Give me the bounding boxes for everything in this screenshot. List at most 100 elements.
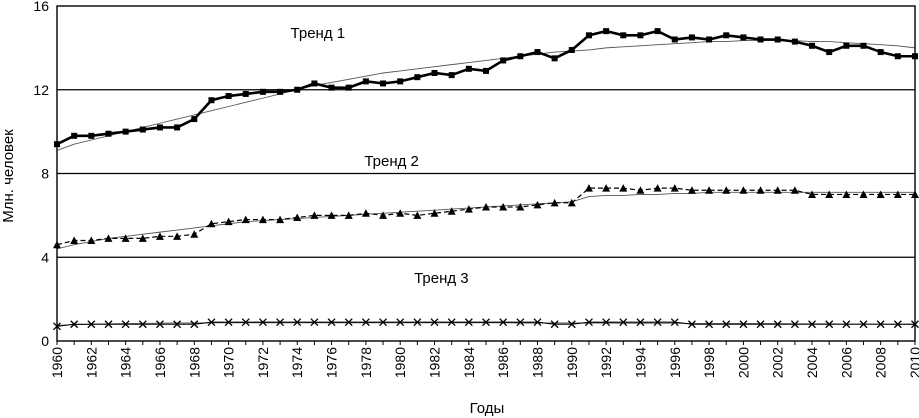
x-marker	[773, 320, 782, 329]
square-marker	[500, 57, 507, 64]
square-marker	[654, 28, 661, 35]
trend-annotation-3: Тренд 3	[414, 270, 469, 287]
x-marker-stroke	[293, 318, 302, 327]
x-marker	[430, 318, 439, 327]
x-marker-stroke	[687, 320, 696, 329]
triangle-marker	[516, 203, 525, 211]
square-marker	[860, 42, 867, 49]
x-marker	[499, 318, 508, 327]
x-tick-label: 1978	[358, 347, 374, 378]
gridlines	[57, 89, 915, 258]
triangle-marker	[447, 207, 456, 215]
triangle-marker	[138, 234, 147, 242]
triangle-marker	[790, 186, 799, 194]
triangle-marker	[327, 211, 336, 219]
x-marker	[241, 318, 250, 327]
square-marker	[259, 88, 266, 95]
square-marker	[122, 128, 129, 135]
triangle-marker	[121, 234, 130, 242]
x-marker-stroke	[808, 320, 816, 329]
triangle-marker	[705, 186, 714, 194]
x-marker-stroke	[276, 318, 285, 327]
x-tick-label: 1974	[289, 347, 305, 378]
x-marker-stroke	[396, 318, 405, 327]
x-marker	[516, 318, 525, 327]
triangle-marker	[344, 211, 353, 219]
x-marker-stroke	[739, 320, 748, 329]
triangle-marker	[430, 209, 439, 217]
square-marker	[877, 49, 884, 56]
x-marker-stroke	[722, 320, 731, 329]
x-marker	[464, 318, 473, 327]
triangle-marker	[379, 211, 388, 219]
x-tick-label: 2010	[907, 347, 919, 378]
square-marker	[774, 36, 781, 43]
x-marker-stroke	[619, 318, 628, 327]
square-marker	[362, 78, 369, 85]
x-tick-label: 2000	[735, 347, 751, 378]
x-marker	[533, 318, 542, 327]
x-marker	[361, 318, 370, 327]
x-marker	[344, 318, 353, 327]
triangle-marker	[533, 200, 542, 209]
square-marker	[620, 32, 627, 39]
square-marker	[294, 86, 301, 93]
triangle-marker	[773, 186, 782, 194]
x-tick-label: 1992	[598, 347, 614, 378]
x-marker-stroke	[653, 318, 662, 327]
x-marker-stroke	[670, 318, 679, 327]
triangle-marker	[687, 186, 696, 194]
x-marker	[876, 320, 885, 329]
x-tick-label: 1972	[255, 347, 271, 378]
square-marker	[483, 67, 489, 74]
square-marker	[156, 124, 163, 131]
square-marker	[671, 36, 678, 43]
square-marker	[380, 80, 387, 87]
square-marker	[311, 80, 318, 87]
square-marker	[88, 132, 95, 139]
x-marker-stroke	[499, 318, 508, 327]
x-tick-label: 1980	[392, 347, 408, 378]
square-marker	[740, 34, 747, 41]
x-marker-stroke	[241, 318, 250, 327]
x-marker-stroke	[516, 318, 525, 327]
x-marker-stroke	[825, 320, 834, 329]
x-tick-label: 1986	[495, 347, 511, 378]
x-marker-stroke	[121, 320, 130, 329]
x-marker	[636, 318, 645, 327]
triangle-marker	[567, 198, 576, 207]
x-tick-label: 1984	[461, 347, 477, 378]
triangle-marker	[293, 213, 302, 221]
x-tick-label: 2002	[770, 347, 786, 378]
x-marker-stroke	[602, 318, 611, 327]
trend-line-1	[56, 40, 916, 151]
x-marker	[893, 320, 902, 329]
y-tick-label: 12	[33, 82, 49, 98]
square-marker	[603, 28, 610, 35]
square-marker	[465, 65, 472, 72]
x-marker-stroke	[893, 320, 902, 329]
square-marker	[791, 38, 798, 45]
y-tick-label: 0	[41, 333, 49, 349]
x-marker-stroke	[842, 320, 851, 329]
x-marker-stroke	[104, 320, 113, 329]
x-marker-stroke	[447, 318, 456, 327]
x-marker	[293, 318, 302, 327]
x-tick-label: 2006	[838, 347, 854, 378]
triangle-marker	[190, 230, 199, 238]
x-marker-stroke	[859, 320, 868, 329]
tick-labels: 0 4 8 12 16 1960 1962 1964 1966 1968 1970 1972 1974 1…	[33, 0, 919, 378]
x-tick-label: 1970	[221, 347, 237, 378]
x-marker	[585, 318, 593, 327]
triangle-marker	[207, 219, 216, 228]
x-marker	[447, 318, 456, 327]
triangle-marker	[310, 211, 319, 219]
x-marker-stroke	[413, 318, 422, 327]
x-tick-label: 1960	[49, 347, 65, 378]
square-marker	[414, 74, 421, 81]
x-marker-stroke	[482, 318, 490, 327]
x-marker-stroke	[773, 320, 782, 329]
square-marker	[139, 126, 146, 133]
x-marker-stroke	[533, 318, 542, 327]
triangle-marker	[722, 186, 731, 194]
